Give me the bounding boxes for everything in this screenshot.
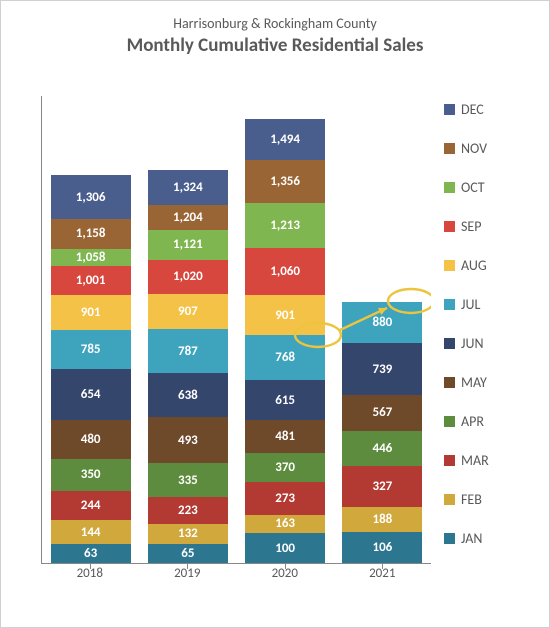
x-label-2021: 2021 [369, 566, 395, 586]
legend-item-SEP: SEP [444, 218, 539, 235]
legend-label-JAN: JAN [461, 530, 482, 547]
legend-item-OCT: OCT [444, 179, 539, 196]
segment-2019-JAN: 65 [148, 544, 228, 563]
legend-item-APR: APR [444, 413, 539, 430]
legend-swatch-SEP [444, 221, 455, 232]
segment-2018-NOV: 1,158 [51, 219, 131, 249]
legend-swatch-OCT [444, 182, 455, 193]
segment-2018-DEC: 1,306 [51, 175, 131, 219]
segment-2020-FEB: 163 [245, 515, 325, 534]
legend-label-DEC: DEC [461, 101, 484, 118]
segment-2020-MAY: 481 [245, 420, 325, 453]
segment-2021-MAR: 327 [342, 466, 422, 507]
legend-label-JUL: JUL [461, 296, 480, 313]
segment-2021-JUN: 739 [342, 343, 422, 394]
segment-2020-SEP: 1,060 [245, 248, 325, 295]
segment-2021-JUL: 880 [342, 302, 422, 344]
legend-label-AUG: AUG [461, 257, 487, 274]
x-label-2020: 2020 [272, 566, 298, 586]
legend-swatch-NOV [444, 143, 455, 154]
bar-column-2018: 631442443504806547859011,0011,0581,1581,… [51, 175, 131, 563]
legend-swatch-JAN [444, 533, 455, 544]
x-axis-labels: 2018 2019 2020 2021 [41, 566, 431, 586]
segment-2019-AUG: 907 [148, 294, 228, 330]
segment-2020-MAR: 273 [245, 482, 325, 515]
segment-2018-APR: 350 [51, 459, 131, 490]
chart-subtitle: Harrisonburg & Rockingham County [1, 15, 549, 32]
legend-label-SEP: SEP [461, 218, 482, 235]
legend-item-FEB: FEB [444, 491, 539, 508]
legend-label-FEB: FEB [461, 491, 482, 508]
segment-2019-DEC: 1,324 [148, 170, 228, 206]
segment-2020-APR: 370 [245, 453, 325, 482]
bar-column-2021: 106188327446567739880 [342, 302, 422, 563]
legend-item-JAN: JAN [444, 530, 539, 547]
segment-2020-JUN: 615 [245, 380, 325, 420]
segment-2018-MAY: 480 [51, 420, 131, 459]
segment-2021-JAN: 106 [342, 532, 422, 563]
legend-label-APR: APR [461, 413, 484, 430]
legend-item-AUG: AUG [444, 257, 539, 274]
legend-swatch-JUL [444, 299, 455, 310]
legend-swatch-AUG [444, 260, 455, 271]
segment-2019-OCT: 1,121 [148, 230, 228, 260]
legend-item-NOV: NOV [444, 140, 539, 157]
segment-2018-SEP: 1,001 [51, 266, 131, 296]
segment-2020-AUG: 901 [245, 295, 325, 335]
bars-row: 631442443504806547859011,0011,0581,1581,… [41, 96, 431, 564]
segment-2018-MAR: 244 [51, 491, 131, 521]
segment-2021-MAY: 567 [342, 395, 422, 431]
legend-item-MAR: MAR [444, 452, 539, 469]
legend-label-JUN: JUN [461, 335, 483, 352]
chart-title: Monthly Cumulative Residential Sales [1, 34, 549, 57]
chart-container: Harrisonburg & Rockingham County Monthly… [0, 0, 550, 628]
segment-2019-SEP: 1,020 [148, 260, 228, 294]
legend-label-MAR: MAR [461, 452, 489, 469]
segment-2018-AUG: 901 [51, 295, 131, 329]
segment-2019-MAY: 493 [148, 417, 228, 464]
segment-2020-OCT: 1,213 [245, 203, 325, 248]
legend-item-JUN: JUN [444, 335, 539, 352]
bar-column-2019: 651322233354936387879071,0201,1211,2041,… [148, 170, 228, 563]
legend-swatch-JUN [444, 338, 455, 349]
segment-2020-JUL: 768 [245, 335, 325, 380]
tick-2021 [382, 564, 383, 569]
segment-2018-JUL: 785 [51, 330, 131, 369]
legend-swatch-MAY [444, 377, 455, 388]
legend-item-JUL: JUL [444, 296, 539, 313]
segment-2021-FEB: 188 [342, 507, 422, 531]
segment-2020-NOV: 1,356 [245, 160, 325, 202]
tick-2020 [285, 564, 286, 569]
tick-2019 [187, 564, 188, 569]
segment-2021-APR: 446 [342, 431, 422, 466]
segment-2019-MAR: 223 [148, 497, 228, 524]
legend-label-NOV: NOV [461, 140, 487, 157]
legend-label-MAY: MAY [461, 374, 487, 391]
legend-swatch-APR [444, 416, 455, 427]
segment-2019-JUN: 638 [148, 373, 228, 416]
segment-2019-APR: 335 [148, 463, 228, 496]
legend-swatch-DEC [444, 104, 455, 115]
segment-2018-JAN: 63 [51, 544, 131, 563]
segment-2018-OCT: 1,058 [51, 249, 131, 266]
tick-2018 [90, 564, 91, 569]
legend-label-OCT: OCT [461, 179, 485, 196]
plot-area: 631442443504806547859011,0011,0581,1581,… [41, 96, 431, 586]
legend-swatch-MAR [444, 455, 455, 466]
legend: DEC NOV OCT SEP AUG JUL JUN MAY APR MAR FEB JAN [444, 101, 539, 547]
legend-swatch-FEB [444, 494, 455, 505]
x-label-2019: 2019 [174, 566, 200, 586]
bar-column-2020: 1001632733704816157689011,0601,2131,3561… [245, 119, 325, 563]
x-label-2018: 2018 [77, 566, 103, 586]
segment-2018-FEB: 144 [51, 520, 131, 544]
segment-2020-DEC: 1,494 [245, 119, 325, 160]
segment-2020-JAN: 100 [245, 533, 325, 563]
segment-2019-NOV: 1,204 [148, 205, 228, 230]
legend-item-DEC: DEC [444, 101, 539, 118]
segment-2019-JUL: 787 [148, 329, 228, 373]
legend-item-MAY: MAY [444, 374, 539, 391]
segment-2019-FEB: 132 [148, 524, 228, 544]
segment-2018-JUN: 654 [51, 369, 131, 421]
